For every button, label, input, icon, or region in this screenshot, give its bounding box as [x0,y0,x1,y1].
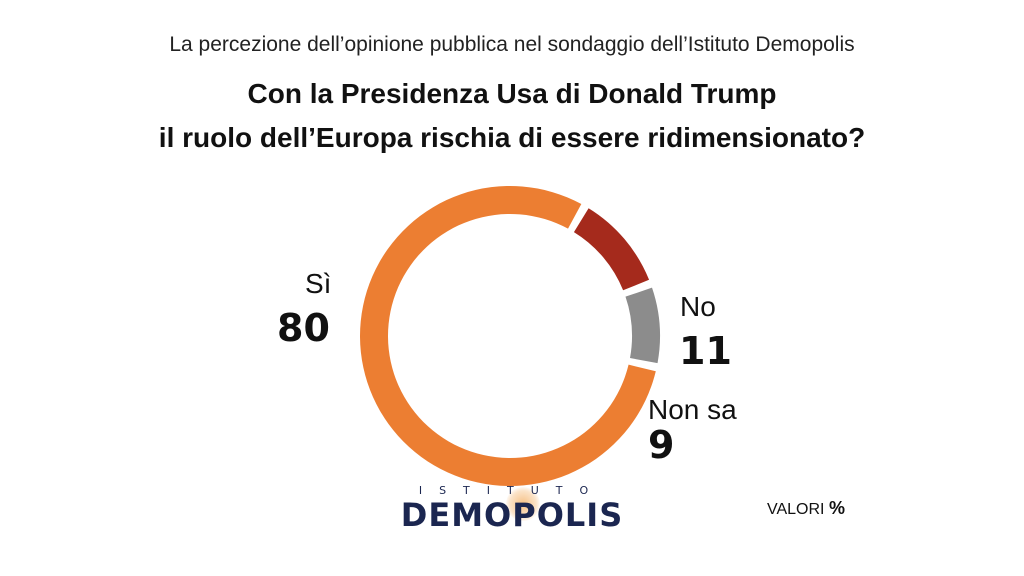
label-no: No [680,291,716,322]
slice-no [573,208,650,291]
logo-main-text: DEMOPOLIS [400,496,624,534]
logo-glow-mark [506,487,540,521]
value-non-sa: 9 [648,423,675,467]
demopolis-logo: ISTITUTO DEMOPOLIS [380,484,644,534]
donut-slices [360,186,660,486]
value-si: 80 [277,306,330,350]
label-non-sa: Non sa [648,394,737,425]
chart-title-line-1: Con la Presidenza Usa di Donald Trump [247,78,777,109]
values-unit-note: VALORI % [767,498,845,519]
slice-non-sa [625,287,660,364]
label-si: Sì [305,268,332,299]
value-no: 11 [679,329,732,373]
unit-label: VALORI [767,501,825,518]
chart-subtitle: La percezione dell’opinione pubblica nel… [169,33,855,56]
unit-symbol: % [828,498,845,518]
chart-title: Con la Presidenza Usa di Donald Trump il… [0,72,1024,160]
logo-top-text: ISTITUTO [418,484,606,497]
chart-title-line-2: il ruolo dell’Europa rischia di essere r… [158,122,866,153]
